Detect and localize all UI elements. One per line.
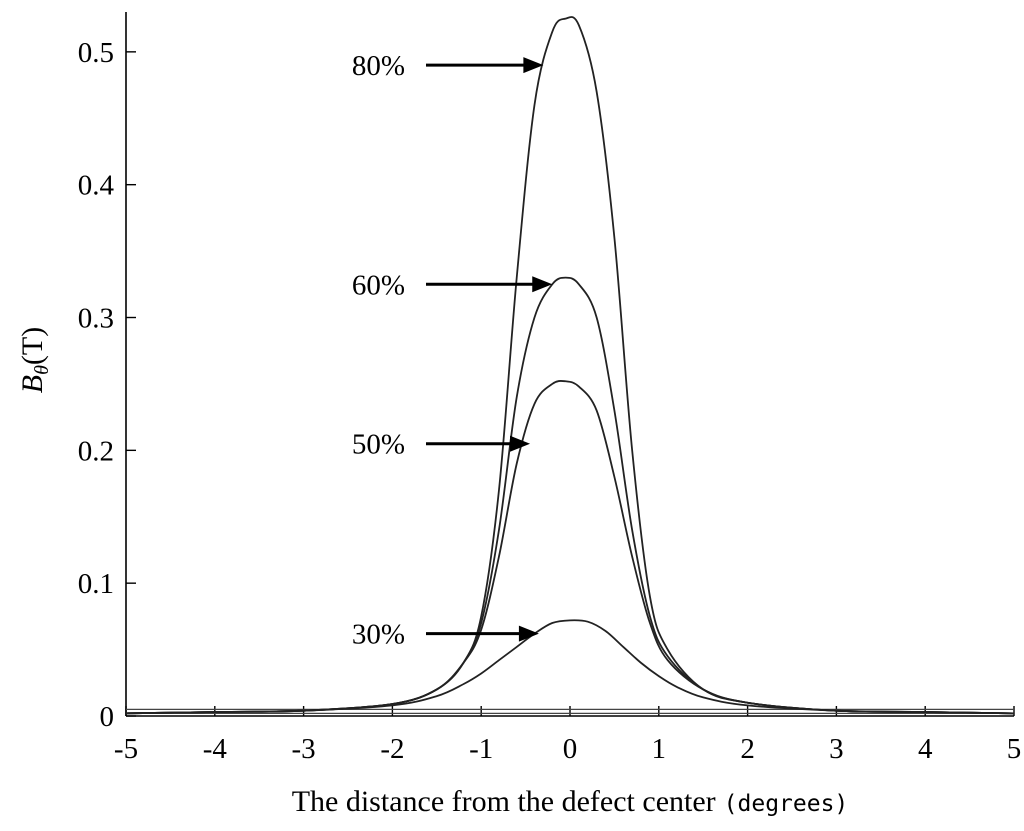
annotations: 80% 60% 50% 30% <box>352 50 553 651</box>
series-label: 50% <box>352 429 405 461</box>
series-line-60pct <box>125 276 1015 715</box>
annotation-arrow-head <box>532 276 553 293</box>
annotation-arrow-head <box>510 435 531 452</box>
annotation-arrow-head <box>523 57 544 74</box>
y-tick-label: 0 <box>100 701 115 733</box>
x-axis-title: The distance from the defect center (degr… <box>292 785 849 818</box>
y-tick-label: 0.5 <box>78 37 114 69</box>
series-line-30pct <box>125 619 1015 715</box>
series-line-50pct <box>125 380 1015 715</box>
y-tick-label: 0.3 <box>78 303 114 335</box>
x-tick-label: 2 <box>740 733 755 765</box>
y-tick-label: 0.2 <box>78 435 114 467</box>
x-tick-label: 3 <box>829 733 844 765</box>
annotation-arrow-head <box>518 625 539 642</box>
y-ticks: 0 0.1 0.2 0.3 0.4 0.5 <box>78 37 136 733</box>
series-label: 60% <box>352 269 405 301</box>
x-tick-label: -5 <box>114 733 138 765</box>
x-tick-label: -3 <box>292 733 316 765</box>
y-tick-label: 0.4 <box>78 170 115 202</box>
y-axis-title-unit: (T) <box>16 327 49 365</box>
y-axis-title-main: B <box>16 375 49 393</box>
x-axis-title-unit: (degrees) <box>724 791 849 817</box>
baseline-band <box>126 708 1014 714</box>
x-tick-label: 4 <box>918 733 933 765</box>
y-axis-title: Bθ(T) <box>16 327 53 393</box>
series-line-80pct <box>125 16 1015 715</box>
y-tick-label: 0.1 <box>78 568 114 600</box>
x-tick-label: 1 <box>652 733 667 765</box>
x-tick-label: -1 <box>469 733 493 765</box>
x-tick-label: -4 <box>203 733 228 765</box>
x-tick-label: -2 <box>380 733 404 765</box>
series-label: 30% <box>352 619 405 651</box>
x-ticks: -5 -4 -3 -2 -1 0 1 2 3 4 5 <box>114 706 1021 765</box>
series-label: 80% <box>352 50 405 82</box>
y-axis-title-sub: θ <box>31 365 53 375</box>
curves <box>125 16 1015 715</box>
x-tick-label: 0 <box>563 733 578 765</box>
x-axis-title-main: The distance from the defect center <box>292 785 716 818</box>
x-tick-label: 5 <box>1007 733 1022 765</box>
